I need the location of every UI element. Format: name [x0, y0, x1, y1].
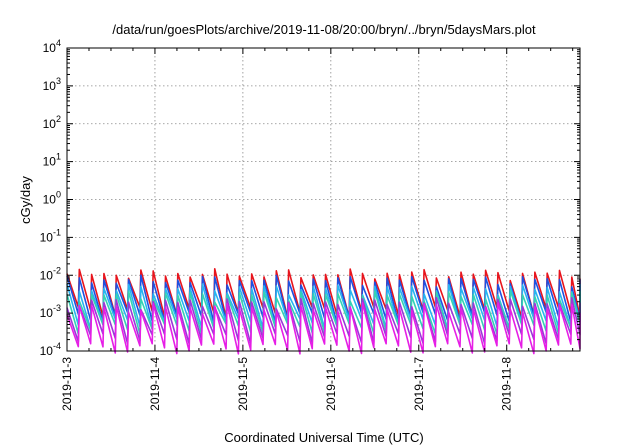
y-tick-label: 103 [43, 76, 61, 93]
y-axis-label: cGy/day [18, 176, 33, 224]
x-tick-label: 2019-11-6 [324, 357, 338, 411]
series-line [66, 296, 581, 345]
series-line [66, 267, 581, 319]
series-3 [66, 289, 581, 335]
y-tick-label: 101 [43, 152, 61, 169]
ticks [66, 47, 580, 352]
x-tick-label: 2019-11-4 [148, 357, 162, 411]
y-tick-label: 10-3 [40, 303, 61, 320]
series-0 [66, 267, 581, 319]
y-tick-label: 100 [43, 190, 61, 207]
series-4 [66, 296, 581, 345]
series-layer [66, 267, 581, 355]
series-5 [66, 302, 581, 355]
series-line [66, 274, 581, 324]
series-line [66, 289, 581, 335]
x-tick-label: 2019-11-7 [412, 357, 426, 411]
series-line [66, 283, 581, 330]
y-tick-label: 102 [43, 114, 61, 131]
series-line [66, 302, 581, 355]
y-tick-label: 104 [43, 38, 61, 55]
series-1 [66, 274, 581, 324]
y-tick-label: 10-1 [40, 227, 61, 244]
x-tick-label: 2019-11-8 [500, 357, 514, 411]
series-2 [66, 283, 581, 330]
x-tick-label: 2019-11-5 [236, 357, 250, 411]
y-tick-label: 10-2 [40, 265, 61, 282]
chart-title: /data/run/goesPlots/archive/2019-11-08/2… [112, 22, 536, 37]
y-tick-labels: 10-4 10-3 10-2 10-1 100 101 102 103 104 [40, 38, 61, 358]
y-tick-label: 10-4 [40, 341, 61, 358]
x-tick-labels: 2019-11-3 2019-11-4 2019-11-5 2019-11-6 2019… [60, 357, 514, 411]
x-axis-label: Coordinated Universal Time (UTC) [224, 430, 423, 445]
x-tick-label: 2019-11-3 [60, 357, 74, 411]
